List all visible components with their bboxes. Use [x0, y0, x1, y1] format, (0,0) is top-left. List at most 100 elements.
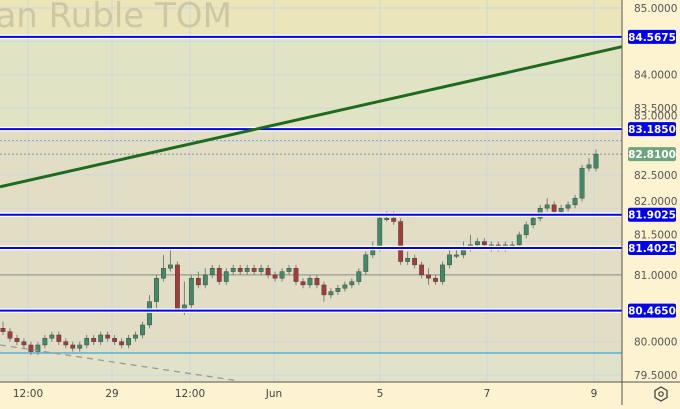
candle[interactable]	[265, 264, 271, 279]
candle-body	[328, 291, 334, 296]
candle[interactable]	[98, 331, 104, 345]
candle-body	[593, 153, 599, 169]
candle[interactable]	[91, 334, 97, 345]
candle-body	[481, 241, 487, 246]
candle-body	[293, 268, 299, 282]
time-axis[interactable]	[0, 382, 622, 405]
candle[interactable]	[70, 341, 76, 352]
candle[interactable]	[77, 341, 83, 352]
candle[interactable]	[126, 334, 131, 349]
candle[interactable]	[405, 251, 411, 265]
dashed-trendline[interactable]	[0, 344, 236, 381]
candle[interactable]	[286, 264, 292, 275]
candle[interactable]	[216, 264, 222, 285]
candle[interactable]	[7, 328, 13, 342]
candle[interactable]	[168, 248, 173, 272]
candle[interactable]	[279, 268, 285, 282]
candle[interactable]	[258, 264, 264, 275]
candle[interactable]	[251, 264, 257, 275]
settings-button[interactable]	[654, 386, 668, 402]
candle[interactable]	[335, 284, 341, 295]
candle[interactable]	[447, 248, 452, 269]
candle[interactable]	[593, 149, 599, 172]
candle[interactable]	[565, 201, 571, 212]
candle[interactable]	[188, 274, 194, 309]
candle[interactable]	[293, 264, 299, 285]
candle[interactable]	[84, 334, 90, 349]
candle[interactable]	[28, 341, 34, 355]
candle[interactable]	[321, 281, 327, 302]
candle[interactable]	[105, 331, 111, 342]
candle[interactable]	[56, 331, 62, 345]
candle[interactable]	[209, 264, 215, 279]
candle[interactable]	[544, 198, 550, 212]
candle-body	[516, 234, 522, 246]
candle[interactable]	[412, 254, 418, 269]
candle-body	[98, 334, 104, 342]
candle-body	[63, 341, 69, 346]
candle[interactable]	[579, 164, 585, 202]
candle[interactable]	[433, 274, 438, 285]
trendline[interactable]	[0, 45, 623, 189]
candle[interactable]	[154, 274, 159, 309]
candle[interactable]	[363, 251, 369, 275]
level-price-badge-text: 84.5675	[628, 32, 676, 44]
candle-body	[14, 338, 20, 342]
candle-body	[223, 271, 229, 282]
candle[interactable]	[426, 268, 431, 285]
candle[interactable]	[244, 264, 250, 275]
candle[interactable]	[342, 281, 348, 292]
candle[interactable]	[398, 218, 404, 265]
candle[interactable]	[140, 321, 145, 339]
y-tick-label: 82.0000	[634, 196, 677, 208]
candle[interactable]	[516, 231, 522, 249]
candle[interactable]	[175, 261, 180, 312]
price-axis[interactable]	[622, 0, 680, 382]
candle-body	[551, 204, 557, 212]
candle[interactable]	[314, 274, 320, 289]
level-price-badge: 81.4025	[628, 241, 676, 256]
candle[interactable]	[49, 331, 55, 342]
candle[interactable]	[356, 268, 362, 285]
candle[interactable]	[572, 194, 578, 209]
candle-body	[209, 268, 215, 276]
candle-body	[565, 204, 571, 209]
zone-above-top-level	[0, 0, 622, 37]
level-price-badge: 84.5675	[628, 29, 676, 44]
candle[interactable]	[202, 268, 208, 289]
candle-body	[579, 167, 585, 199]
candle[interactable]	[328, 288, 334, 299]
candle[interactable]	[530, 214, 536, 229]
candle[interactable]	[112, 334, 118, 345]
candle[interactable]	[237, 264, 243, 275]
candle[interactable]	[161, 254, 166, 282]
candle[interactable]	[349, 278, 355, 289]
candle[interactable]	[42, 334, 48, 349]
candle[interactable]	[35, 341, 41, 355]
candle[interactable]	[0, 321, 6, 335]
candle[interactable]	[300, 278, 306, 289]
last-price-badge-text: 82.8100	[628, 149, 676, 161]
candle[interactable]	[419, 261, 424, 279]
candle-body	[84, 338, 90, 346]
candle[interactable]	[586, 158, 592, 172]
candle-body	[475, 241, 480, 246]
candle[interactable]	[21, 338, 27, 349]
candle[interactable]	[195, 271, 201, 289]
candle[interactable]	[230, 264, 236, 275]
candle[interactable]	[63, 338, 69, 349]
candle[interactable]	[119, 338, 125, 349]
candle[interactable]	[272, 271, 278, 282]
candle[interactable]	[523, 221, 529, 239]
candle-body	[377, 217, 383, 249]
candle[interactable]	[307, 274, 313, 289]
candle[interactable]	[14, 334, 20, 345]
candle[interactable]	[223, 268, 229, 285]
candle-body	[126, 338, 131, 346]
candle[interactable]	[133, 331, 138, 342]
level-price-badge: 80.4650	[628, 303, 676, 318]
candle[interactable]	[440, 261, 445, 285]
level-price-badge-text: 83.1850	[628, 124, 676, 136]
candle-body	[558, 207, 564, 212]
